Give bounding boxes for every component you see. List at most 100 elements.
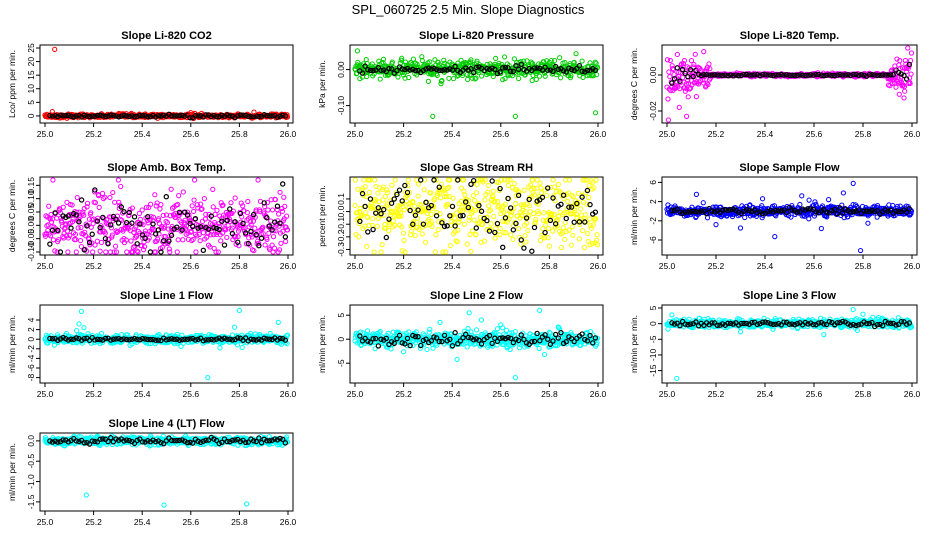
overlay-point (142, 113, 148, 119)
data-point (70, 216, 76, 222)
overlay-point (386, 65, 392, 72)
data-point (908, 71, 914, 77)
overlay-point (492, 66, 498, 73)
overlay-point (150, 112, 156, 119)
data-point (176, 193, 182, 199)
y-tick-label: 0 (26, 337, 36, 342)
data-point (384, 187, 390, 193)
data-point (419, 231, 425, 237)
outlier-point (251, 109, 257, 115)
overlay-point (563, 69, 569, 75)
y-tick-label: 15 (26, 70, 36, 80)
y-tick-label: 25 (26, 43, 36, 53)
data-point (510, 236, 516, 242)
overlay-point (57, 112, 64, 118)
data-point (511, 180, 517, 187)
data-point (380, 56, 387, 62)
data-point (366, 189, 373, 196)
data-point (505, 182, 511, 189)
data-point (664, 57, 671, 63)
data-point (50, 177, 56, 183)
x-tick-label: 26.0 (280, 261, 297, 271)
x-tick-label: 25.4 (444, 389, 461, 399)
overlay-point (566, 65, 572, 71)
x-tick-label: 25.6 (183, 129, 200, 139)
data-point (454, 239, 460, 245)
overlay-point (131, 214, 138, 220)
overlay-point (115, 114, 122, 120)
x-tick-label: 25.8 (855, 261, 872, 271)
overlay-point (63, 112, 69, 119)
overlay-point (256, 113, 262, 120)
x-tick-label: 26.0 (280, 129, 297, 139)
data-point (96, 204, 102, 210)
x-tick-label: 25.2 (85, 129, 102, 139)
overlay-point (179, 112, 185, 119)
overlay-point (65, 112, 72, 118)
x-tick-label: 25.0 (347, 389, 364, 399)
overlay-point (529, 248, 535, 254)
data-point (379, 242, 385, 248)
data-point (901, 95, 907, 101)
data-point (112, 199, 118, 205)
outlier-point (231, 324, 238, 330)
overlay-point (192, 113, 199, 119)
y-tick-label: 20 (26, 57, 36, 67)
x-tick-label: 25.8 (541, 389, 558, 399)
overlay-point (542, 64, 548, 70)
data-point (466, 214, 473, 220)
data-point (199, 218, 206, 224)
overlay-point (359, 70, 366, 76)
data-point (277, 189, 283, 195)
data-point (412, 232, 418, 239)
data-point (202, 216, 208, 222)
data-point (557, 209, 563, 215)
outlier-point (701, 49, 707, 55)
data-point (692, 51, 698, 57)
data-point (370, 215, 376, 222)
overlay-point (370, 226, 376, 233)
data-point (667, 73, 673, 80)
data-point (446, 75, 452, 81)
chart-title: Slope Li-820 Pressure (419, 30, 534, 42)
overlay-point (102, 113, 109, 120)
overlay-point (425, 65, 432, 71)
outlier-point (73, 327, 80, 334)
y-axis-label: ml/min per min. (629, 187, 639, 245)
data-point (399, 55, 405, 61)
data-point (65, 249, 71, 255)
overlay-point (208, 113, 214, 120)
data-point (471, 217, 477, 223)
data-point (679, 75, 686, 81)
data-point (562, 59, 568, 66)
data-point (570, 232, 576, 238)
data-point (442, 60, 448, 66)
data-point (401, 237, 407, 244)
y-tick-label: 5 (336, 313, 346, 318)
x-tick-label: 25.0 (37, 389, 54, 399)
x-tick-label: 25.0 (659, 129, 676, 139)
x-tick-label: 25.2 (395, 129, 412, 139)
data-point (46, 203, 52, 209)
overlay-point (229, 113, 236, 119)
overlay-point (431, 65, 437, 72)
overlay-point (502, 64, 509, 71)
data-point (593, 177, 599, 183)
overlay-point (221, 242, 228, 248)
x-tick-label: 25.0 (659, 261, 676, 271)
overlay-point (433, 66, 440, 73)
data-point (479, 73, 485, 79)
data-point (522, 233, 528, 239)
data-point (389, 182, 395, 188)
page-title: SPL_060725 2.5 Min. Slope Diagnostics (351, 2, 585, 17)
data-point (103, 249, 109, 255)
overlay-point (560, 68, 567, 74)
series-points (352, 324, 601, 353)
overlay-point (579, 68, 585, 74)
y-tick-label: -2 (26, 345, 36, 353)
overlay-point (486, 66, 493, 73)
x-tick-label: 25.2 (395, 261, 412, 271)
data-point (464, 241, 470, 247)
